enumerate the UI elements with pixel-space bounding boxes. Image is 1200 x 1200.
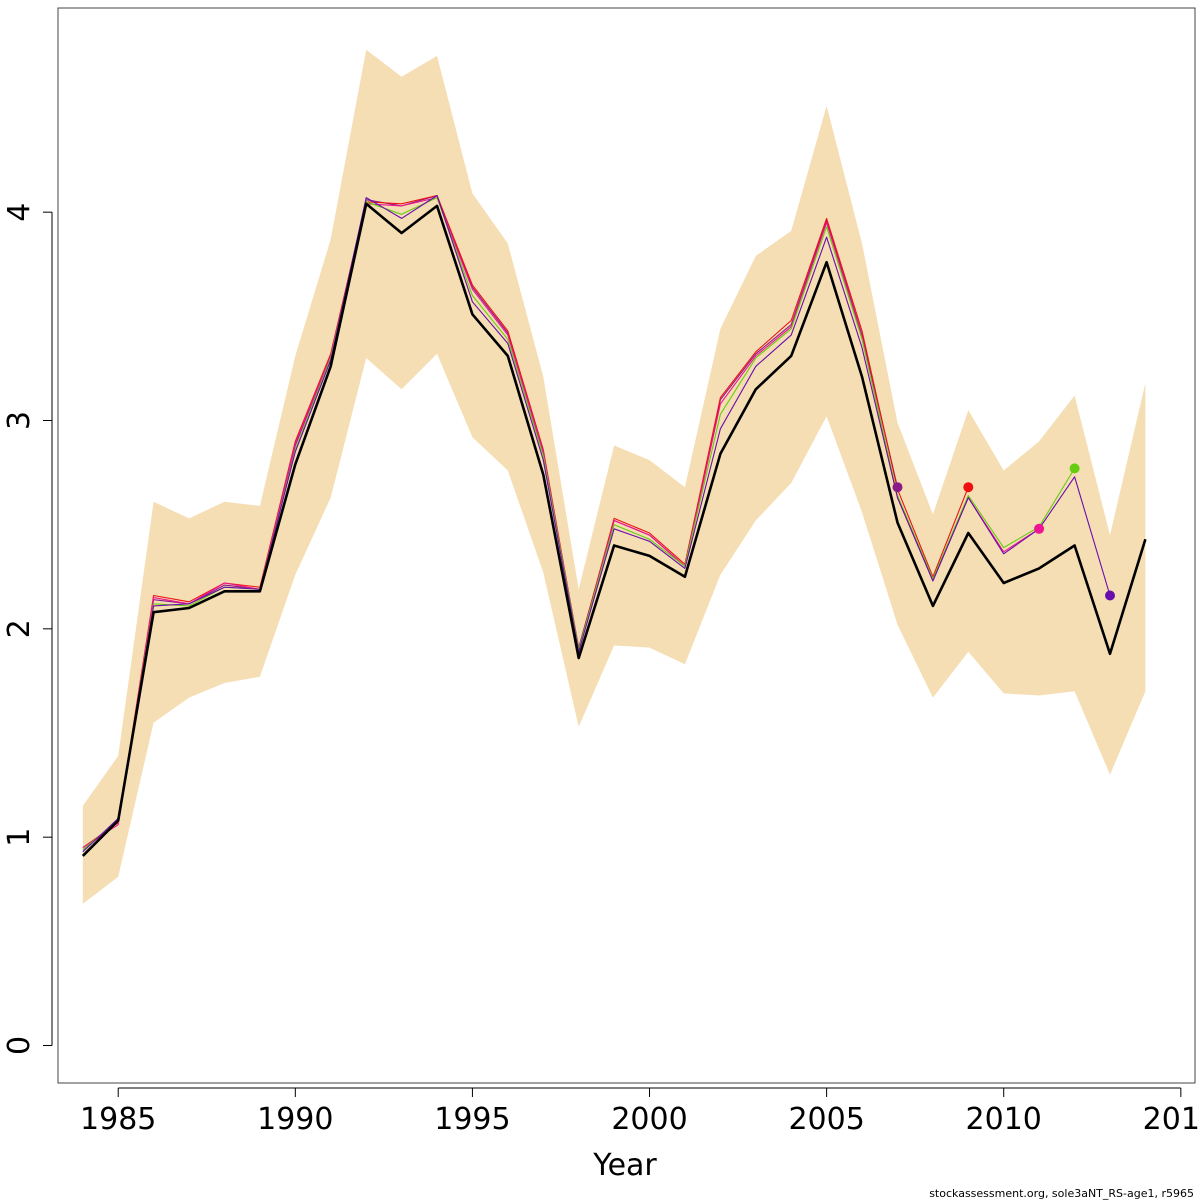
x-tick-label: 1995 (434, 1102, 510, 1137)
x-tick-label: 2015 (1143, 1102, 1200, 1137)
series-layer (81, 194, 1147, 857)
series-end-point-3 (1034, 523, 1045, 534)
confidence-band-layer (82, 49, 1146, 904)
series-line-peel-5 (82, 194, 1111, 853)
y-tick-label: 3 (2, 411, 37, 430)
series-end-point-4 (1069, 463, 1080, 474)
x-tick-label: 2010 (966, 1102, 1042, 1137)
series-end-point-2 (963, 482, 974, 493)
endpoint-markers-layer (892, 463, 1115, 601)
series-line-peel-1 (82, 194, 899, 851)
x-axis: 1985 1990 1995 2000 2005 2010 2015 (80, 1087, 1200, 1137)
x-tick-label: 1990 (257, 1102, 333, 1137)
y-tick-label: 0 (2, 1036, 37, 1055)
series-end-point-1 (892, 482, 903, 493)
footer-credit: stockassessment.org, sole3aNT_RS-age1, r… (929, 1187, 1194, 1200)
confidence-band (82, 49, 1146, 904)
series-line-main (81, 202, 1147, 857)
y-tick-label: 2 (2, 619, 37, 638)
plot-frame (57, 7, 1196, 1084)
x-tick-label: 2005 (788, 1102, 864, 1137)
series-end-point-5 (1105, 590, 1115, 601)
y-axis: 0 1 2 3 4 (2, 203, 53, 1055)
x-tick-label: 1985 (80, 1102, 156, 1137)
y-tick-label: 1 (2, 828, 37, 847)
y-tick-label: 4 (2, 203, 37, 222)
x-axis-title: Year (592, 1148, 657, 1183)
x-tick-label: 2000 (611, 1102, 687, 1137)
